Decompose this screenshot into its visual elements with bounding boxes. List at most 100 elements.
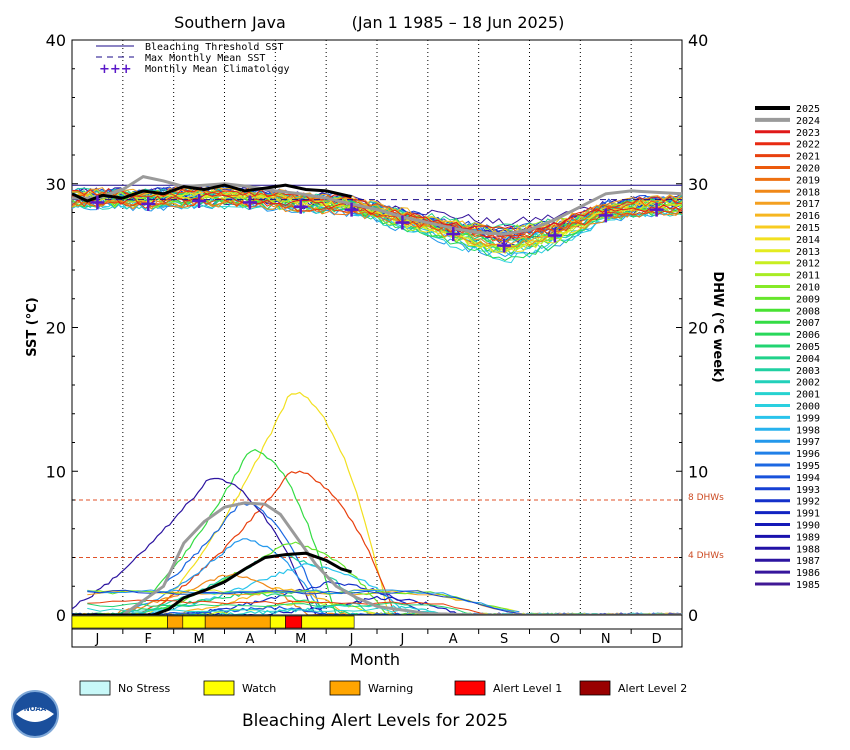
year-label-1992: 1992: [796, 497, 820, 508]
dhw-4-label: 4 DHWs: [688, 551, 724, 561]
year-label-1986: 1986: [796, 568, 820, 579]
climatology-legend-marker: +++: [99, 62, 132, 77]
y-tick-label-left: 40: [46, 31, 66, 50]
dhw-8-label: 8 DHWs: [688, 493, 724, 503]
alert-segment-watch: [71, 615, 168, 629]
dhw-line-low: [87, 589, 520, 613]
year-label-1985: 1985: [796, 580, 820, 591]
y-tick-label-right: 30: [688, 175, 708, 194]
year-label-1995: 1995: [796, 461, 820, 472]
y-ticks-left: 0 10 20 30 40: [46, 31, 78, 625]
bottom-title: Bleaching Alert Levels for 2025: [242, 711, 508, 731]
year-label-2010: 2010: [796, 283, 820, 294]
alert-legend-label-warning: Warning: [368, 682, 413, 695]
dhw-line-low: [87, 589, 520, 614]
mmm-legend-label: Max Monthly Mean SST: [145, 53, 265, 64]
month-label: S: [500, 632, 508, 647]
year-label-2022: 2022: [796, 140, 820, 151]
year-label-2000: 2000: [796, 402, 820, 413]
sst-line-2000: [71, 198, 683, 264]
year-label-2001: 2001: [796, 390, 820, 401]
year-label-2019: 2019: [796, 175, 820, 186]
climatology-legend-label: Monthly Mean Climatology: [145, 64, 290, 75]
month-label: A: [245, 632, 254, 647]
month-label: F: [145, 632, 152, 647]
alert-legend: No Stress Watch Warning Alert Level 1 Alert …: [79, 680, 687, 696]
month-label: J: [349, 632, 354, 647]
dhw-line-2025: [72, 551, 353, 617]
chart-title: Southern Java: [174, 13, 286, 32]
year-label-1999: 1999: [796, 413, 820, 424]
year-label-1997: 1997: [796, 437, 820, 448]
year-label-1994: 1994: [796, 473, 820, 484]
threshold-legend-label: Bleaching Threshold SST: [145, 42, 283, 53]
year-label-1990: 1990: [796, 521, 820, 532]
year-label-2003: 2003: [796, 366, 820, 377]
alert-legend-swatch-watch: [203, 680, 235, 696]
year-label-2021: 2021: [796, 152, 820, 163]
noaa-logo-gull: [16, 707, 54, 722]
top-legend: +++ Bleaching Threshold SST Max Monthly …: [96, 42, 290, 77]
month-label: J: [94, 632, 99, 647]
chart-date-range: (Jan 1 1985 – 18 Jun 2025): [352, 13, 565, 32]
noaa-logo-text: NOAA: [24, 705, 47, 713]
year-label-2018: 2018: [796, 187, 820, 198]
year-label-2014: 2014: [796, 235, 820, 246]
alert-segment-watch: [301, 615, 355, 629]
y-axis-label-right: DHW (°C week): [710, 271, 725, 382]
year-label-2012: 2012: [796, 259, 820, 270]
year-label-1988: 1988: [796, 544, 820, 555]
y-tick-label-right: 40: [688, 31, 708, 50]
alert-legend-swatch-warning: [329, 680, 361, 696]
sst-line-2025: [71, 183, 352, 203]
year-label-2004: 2004: [796, 354, 820, 365]
year-label-1991: 1991: [796, 509, 820, 520]
month-label: D: [652, 632, 662, 647]
alert-legend-swatch-alert-level-1: [454, 680, 486, 696]
year-label-2005: 2005: [796, 342, 820, 353]
year-label-2013: 2013: [796, 247, 820, 258]
year-label-1989: 1989: [796, 532, 820, 543]
month-label: M: [295, 632, 306, 647]
y-tick-label-left: 10: [46, 462, 66, 481]
year-label-2011: 2011: [796, 271, 820, 282]
y-axis-label-left: SST (°C): [25, 297, 40, 356]
alert-segment-warning: [204, 615, 271, 629]
year-label-2006: 2006: [796, 330, 820, 341]
year-label-2007: 2007: [796, 318, 820, 329]
year-label-2023: 2023: [796, 128, 820, 139]
alert-legend-label-watch: Watch: [242, 682, 276, 695]
sst-line-2015: [71, 191, 683, 235]
year-label-2017: 2017: [796, 199, 820, 210]
year-label-1993: 1993: [796, 485, 820, 496]
month-label: A: [449, 632, 458, 647]
year-label-2016: 2016: [796, 211, 820, 222]
alert-strip: [71, 615, 355, 629]
alert-legend-label-no-stress: No Stress: [118, 682, 171, 695]
year-label-1996: 1996: [796, 449, 820, 460]
alert-segment-watch: [182, 615, 206, 629]
y-tick-label-left: 0: [56, 606, 66, 625]
year-label-1987: 1987: [796, 556, 820, 567]
month-label: O: [550, 632, 560, 647]
x-axis-label: Month: [350, 650, 400, 669]
year-label-2002: 2002: [796, 378, 820, 389]
alert-segment-alert-level-1: [285, 615, 303, 629]
year-legend: 2025202420232022202120202019201820172016…: [755, 104, 820, 591]
y-tick-label-right: 20: [688, 319, 708, 338]
alert-legend-label-alert-level-1: Alert Level 1: [493, 682, 562, 695]
dhw-line-low: [87, 602, 520, 616]
dhw-line-2024: [72, 501, 682, 617]
month-label: N: [601, 632, 611, 647]
year-label-2015: 2015: [796, 223, 820, 234]
year-label-2024: 2024: [796, 116, 820, 127]
noaa-logo: NOAA: [11, 690, 59, 738]
alert-segment-warning: [167, 615, 184, 629]
year-label-2009: 2009: [796, 294, 820, 305]
y-ticks-right: 0 10 20 30 40: [676, 31, 708, 625]
year-label-2008: 2008: [796, 306, 820, 317]
y-tick-label-right: 10: [688, 462, 708, 481]
month-label: M: [193, 632, 204, 647]
